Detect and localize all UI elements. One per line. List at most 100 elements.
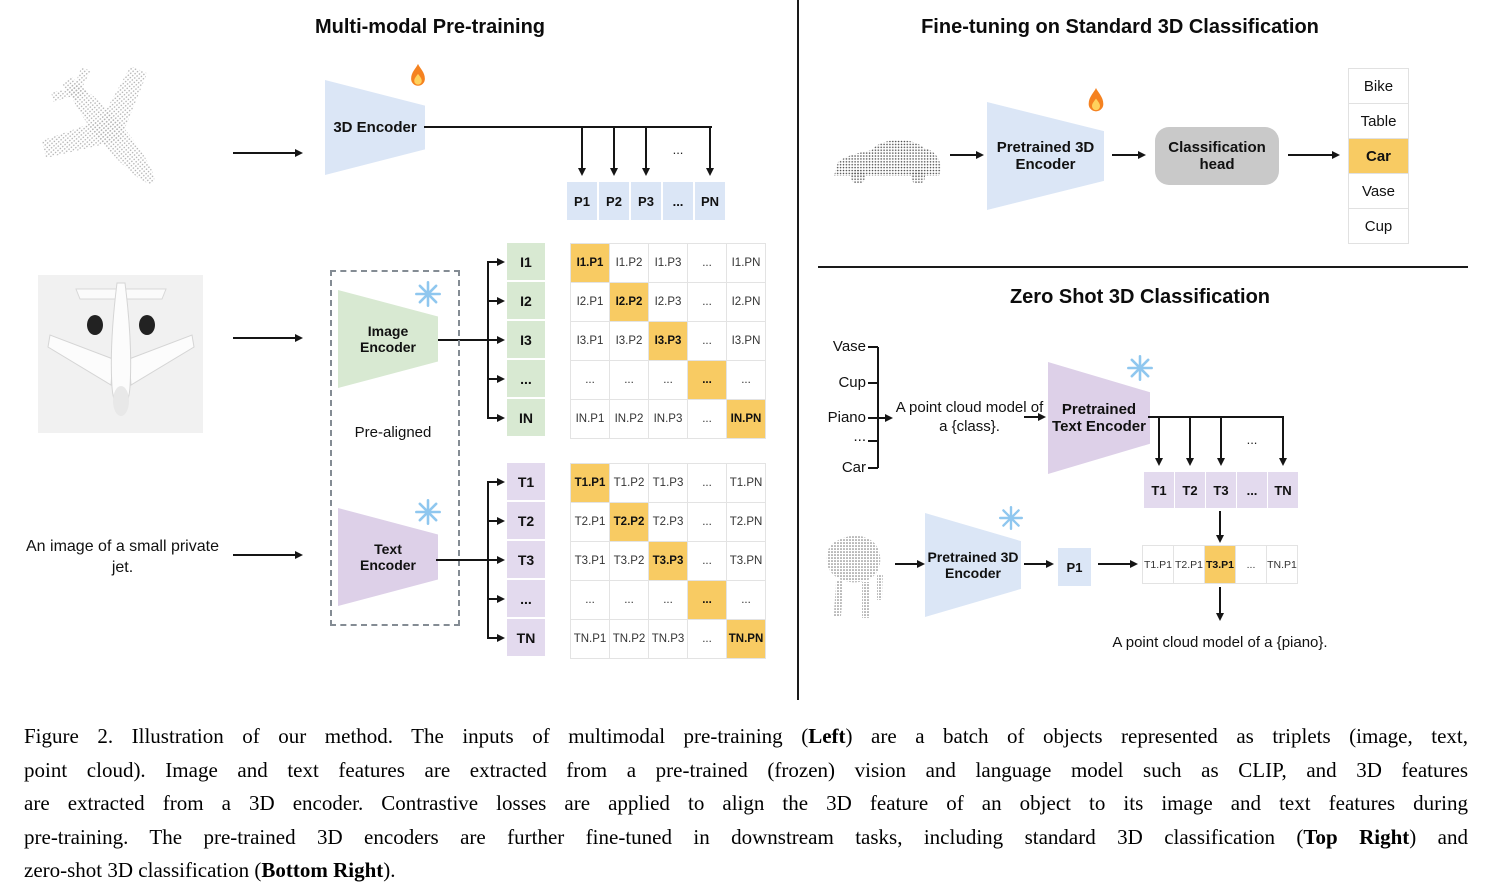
zeroshot-panel-title: Zero Shot 3D Classification [1009,286,1271,308]
arrow [487,297,505,305]
text-feature-cell: T1 [507,463,545,500]
matrix-cell: T2.P3 [649,503,688,542]
tp-similarity-cell: TN.P1 [1267,546,1298,584]
tp-similarity-cell: T1.P1 [1143,546,1174,584]
matrix-row: ............... [571,361,766,400]
matrix-cell: T2.P1 [571,503,610,542]
matrix-cell: ... [610,581,649,620]
caption-line: Figure 2. Illustration of our method. Th… [24,724,1468,748]
zeroshot-class: Car [841,459,866,476]
airplane-top-view-icon [47,282,195,416]
arrow [487,375,505,383]
p-feature-cell: ... [663,182,693,220]
zeroshot-t-row: T1 T2 T3... TN [1144,472,1298,508]
matrix-cell: I1.P2 [610,244,649,283]
arrow [1024,560,1054,568]
p-feature-cell: P3 [631,182,661,220]
matrix-row: T3.P1 T3.P2 T3.P3... T3.PN [571,542,766,581]
image-text-caption: An image of a small private jet. [26,538,219,576]
text-feature-cell: T3 [507,541,545,578]
image-feature-cell: ... [507,360,545,397]
arrow [487,336,505,344]
tp-similarity-row: T1.P1 T2.P1 T3.P1... TN.P1 [1142,545,1298,584]
arrow [487,634,505,642]
pretrained-3d-encoder-zs-label: Pretrained 3D Encoder [927,549,1019,581]
matrix-cell: T1.P3 [649,464,688,503]
line [436,559,488,561]
arrow [1288,151,1340,159]
matrix-row: ............... [571,581,766,620]
prompt-text: A point cloud model of a {class}. [895,399,1044,435]
arrow [1155,418,1163,466]
caption-line: point cloud). Image and text features ar… [24,757,1468,782]
left-panel-title: Multi-modal Pre-training [315,16,545,38]
tp-similarity-cell: ... [1236,546,1267,584]
flame-icon [1088,88,1104,112]
p-feature-cell: P1 [567,182,597,220]
matrix-cell: I2.P1 [571,283,610,322]
snowflake-icon [415,281,441,307]
matrix-cell: T1.P1 [571,464,610,503]
matrix-cell: T1.P2 [610,464,649,503]
caption-line: zero-shot 3D classification (Bottom Righ… [24,858,396,882]
point-cloud-airplane-icon [41,66,155,184]
matrix-cell: I2.P3 [649,283,688,322]
text-feature-cell: ... [507,580,545,617]
matrix-cell: ... [727,581,766,620]
p-feature-row: P1 P2 P3... PN [567,182,725,220]
t-feature-cell: ... [1237,472,1267,508]
snowflake-icon [998,505,1024,531]
matrix-cell: ... [571,581,610,620]
matrix-cell: ... [688,464,727,503]
arrow [706,128,714,176]
zeroshot-class: ... [853,428,866,445]
zeroshot-result-text: A point cloud model of a {piano}. [1112,634,1328,651]
image-encoder-label: Image Encoder [359,323,416,355]
image-feature-labels: I1 I2 I3... IN [507,243,545,438]
t-feature-cell: T2 [1175,472,1205,508]
arrow [233,149,303,157]
class-list-item: Cup [1349,209,1409,244]
matrix-row: I1.P1 I1.P2 I1.P3... I1.PN [571,244,766,283]
matrix-cell: T2.PN [727,503,766,542]
matrix-cell: I3.P3 [649,322,688,361]
matrix-cell: ... [649,361,688,400]
matrix-cell: ... [688,620,727,659]
arrow [487,478,505,486]
finetune-panel-title: Fine-tuning on Standard 3D Classificatio… [921,16,1319,38]
zeroshot-class: Vase [832,338,866,355]
class-list-item: Bike [1349,69,1409,104]
text-point-similarity-matrix: T1.P1 T1.P2 T1.P3... T1.PN T2.P1 T2.P2 T2.P3..… [570,463,766,659]
matrix-cell: TN.P3 [649,620,688,659]
image-point-similarity-matrix: I1.P1 I1.P2 I1.P3... I1.PN I2.P1 I2.P2 I2.P3..… [570,243,766,439]
3d-encoder-label: 3D Encoder [333,119,417,136]
arrow [487,517,505,525]
p-feature-cell: PN [695,182,725,220]
matrix-cell: I1.PN [727,244,766,283]
arrow [487,595,505,603]
tp-similarity-cell: T2.P1 [1174,546,1205,584]
arrow [487,258,505,266]
matrix-cell: ... [688,322,727,361]
arrow [895,560,925,568]
matrix-row: I3.P1 I3.P2 I3.P3... I3.PN [571,322,766,361]
tp-similarity-cell: T3.P1 [1205,546,1236,584]
class-list-item: Table [1349,104,1409,139]
arrow [487,556,505,564]
p1-feature-cell: P1 [1058,548,1091,586]
image-feature-cell: I2 [507,282,545,319]
panel-divider-vertical [797,0,799,700]
matrix-cell: TN.P2 [610,620,649,659]
matrix-cell: ... [688,244,727,283]
point-cloud-piano-icon [826,535,883,618]
matrix-cell: T3.P2 [610,542,649,581]
t-feature-cell: T3 [1206,472,1236,508]
class-list: Bike Table Car Vase Cup [1348,68,1409,244]
arrow [877,414,893,422]
matrix-cell: I2.P2 [610,283,649,322]
pre-aligned-box [330,270,460,626]
arrow [233,334,303,342]
matrix-cell: I3.P1 [571,322,610,361]
image-feature-cell: I1 [507,243,545,280]
class-list-item: Car [1349,139,1409,174]
